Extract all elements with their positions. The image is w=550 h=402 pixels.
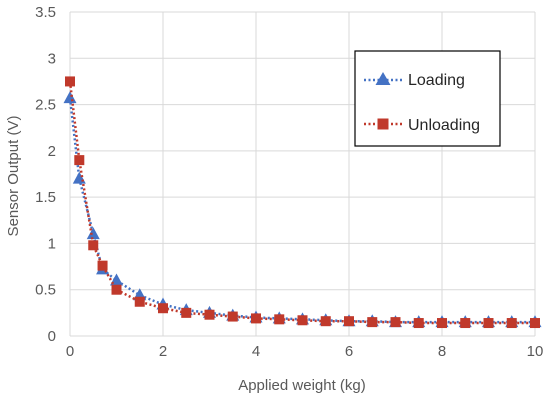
legend-marker-unloading — [377, 118, 389, 130]
point-unloading — [297, 315, 308, 326]
point-unloading — [437, 318, 447, 329]
point-unloading — [320, 316, 331, 327]
y-tick-labels: 0 0.5 1 1.5 2 2.5 3 3.5 — [35, 4, 56, 345]
point-unloading — [460, 318, 471, 329]
series-layer — [63, 76, 542, 329]
legend-label-unloading: Unloading — [408, 117, 480, 134]
grid-lines — [69, 11, 536, 337]
point-loading — [86, 227, 100, 240]
series-unloading — [65, 76, 540, 329]
y-tick-label: 2.5 — [35, 97, 56, 114]
legend: Loading Unloading — [354, 50, 501, 147]
legend-marker-loading — [375, 72, 391, 85]
y-tick-label: 1 — [48, 235, 56, 252]
x-tick-label: 10 — [527, 343, 544, 360]
point-unloading — [97, 260, 108, 271]
x-tick-label: 0 — [66, 343, 74, 360]
y-tick-label: 3.5 — [35, 4, 56, 21]
legend-entry-unloading: Unloading — [364, 117, 480, 134]
y-tick-label: 0 — [48, 328, 56, 345]
point-loading — [72, 171, 86, 184]
point-unloading — [251, 313, 261, 324]
point-unloading — [413, 318, 424, 329]
point-unloading — [390, 317, 401, 328]
point-unloading — [227, 311, 238, 322]
point-unloading — [65, 76, 75, 87]
x-tick-label: 6 — [345, 343, 353, 360]
y-axis-title: Sensor Output (V) — [5, 116, 22, 237]
x-tick-label: 4 — [252, 343, 260, 360]
point-unloading — [88, 240, 99, 251]
x-tick-labels: 0 2 4 6 8 10 — [66, 343, 544, 360]
point-unloading — [483, 318, 494, 329]
point-unloading — [181, 307, 192, 318]
point-unloading — [344, 316, 354, 327]
x-tick-label: 8 — [438, 343, 446, 360]
point-unloading — [274, 314, 285, 325]
point-unloading — [506, 318, 517, 329]
y-tick-label: 1.5 — [35, 189, 56, 206]
point-loading — [63, 91, 77, 104]
point-unloading — [367, 317, 378, 328]
legend-entry-loading: Loading — [364, 72, 465, 89]
point-unloading — [111, 284, 122, 295]
y-tick-label: 2 — [48, 143, 56, 160]
point-unloading — [134, 296, 145, 307]
point-unloading — [158, 303, 168, 314]
y-tick-label: 0.5 — [35, 282, 56, 299]
point-unloading — [204, 309, 215, 320]
legend-label-loading: Loading — [408, 72, 465, 89]
point-unloading — [74, 155, 85, 166]
y-tick-label: 3 — [48, 50, 56, 67]
x-tick-label: 2 — [159, 343, 167, 360]
legend-box — [354, 50, 501, 147]
x-axis-title: Applied weight (kg) — [238, 377, 366, 394]
point-unloading — [530, 318, 540, 329]
